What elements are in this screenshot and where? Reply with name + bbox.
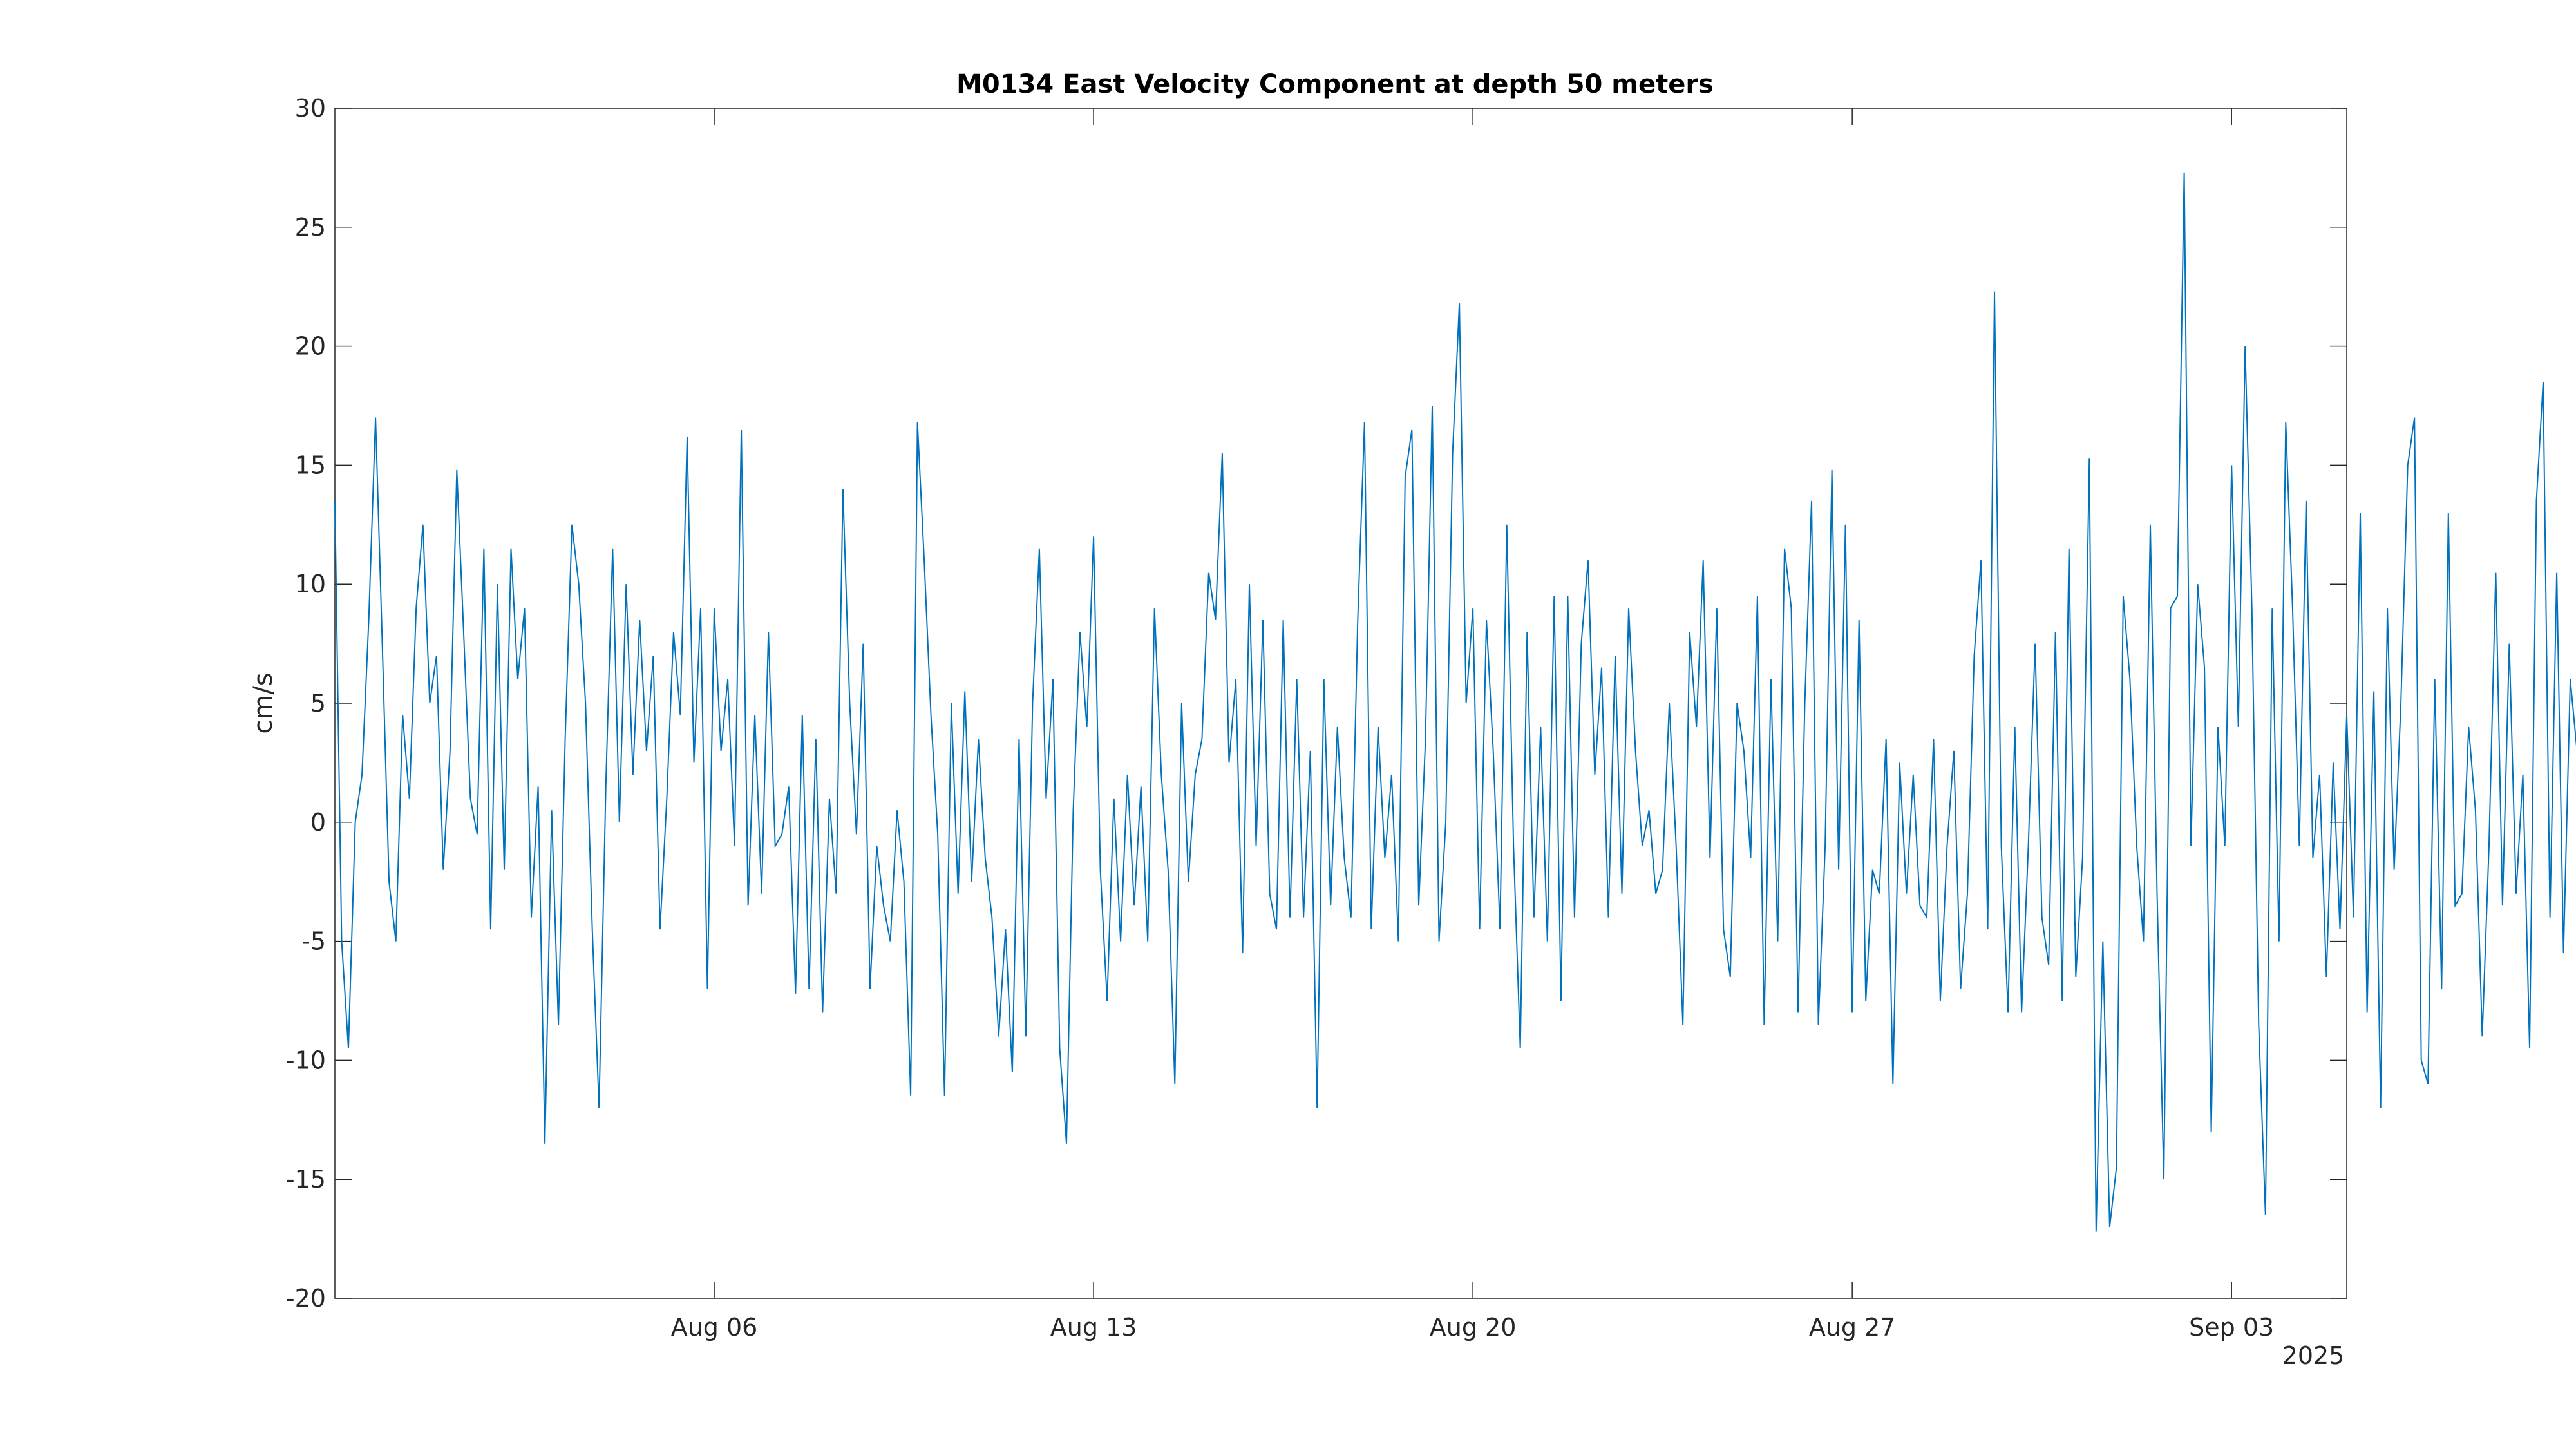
y-tick-label: 20 — [295, 332, 326, 361]
y-tick-label: 25 — [295, 213, 326, 242]
series-line — [334, 172, 2576, 1232]
x-tick-label: Aug 27 — [1809, 1313, 1896, 1341]
y-tick-label: 5 — [310, 689, 326, 717]
x-tick-label: Aug 06 — [671, 1313, 758, 1341]
y-axis-ticks: -20 -15 -10 -5 0 5 10 15 20 25 30 — [286, 94, 2347, 1312]
x-axis-year-label: 2025 — [2282, 1341, 2345, 1370]
y-tick-label: -20 — [286, 1284, 326, 1312]
x-tick-label: Sep 03 — [2189, 1313, 2274, 1341]
y-tick-label: 30 — [295, 94, 326, 122]
y-tick-label: 0 — [310, 808, 326, 837]
y-tick-label: 15 — [295, 451, 326, 479]
x-tick-label: Aug 20 — [1430, 1313, 1517, 1341]
y-tick-label: -10 — [286, 1046, 326, 1074]
y-axis-label: cm/s — [249, 672, 278, 734]
x-tick-label: Aug 13 — [1050, 1313, 1137, 1341]
chart-title: M0134 East Velocity Component at depth 5… — [956, 70, 1714, 99]
x-axis-ticks: Aug 06 Aug 13 Aug 20 Aug 27 Sep 03 — [671, 108, 2274, 1341]
y-tick-label: -5 — [301, 927, 326, 956]
y-tick-label: 10 — [295, 570, 326, 598]
y-tick-label: -15 — [286, 1165, 326, 1193]
